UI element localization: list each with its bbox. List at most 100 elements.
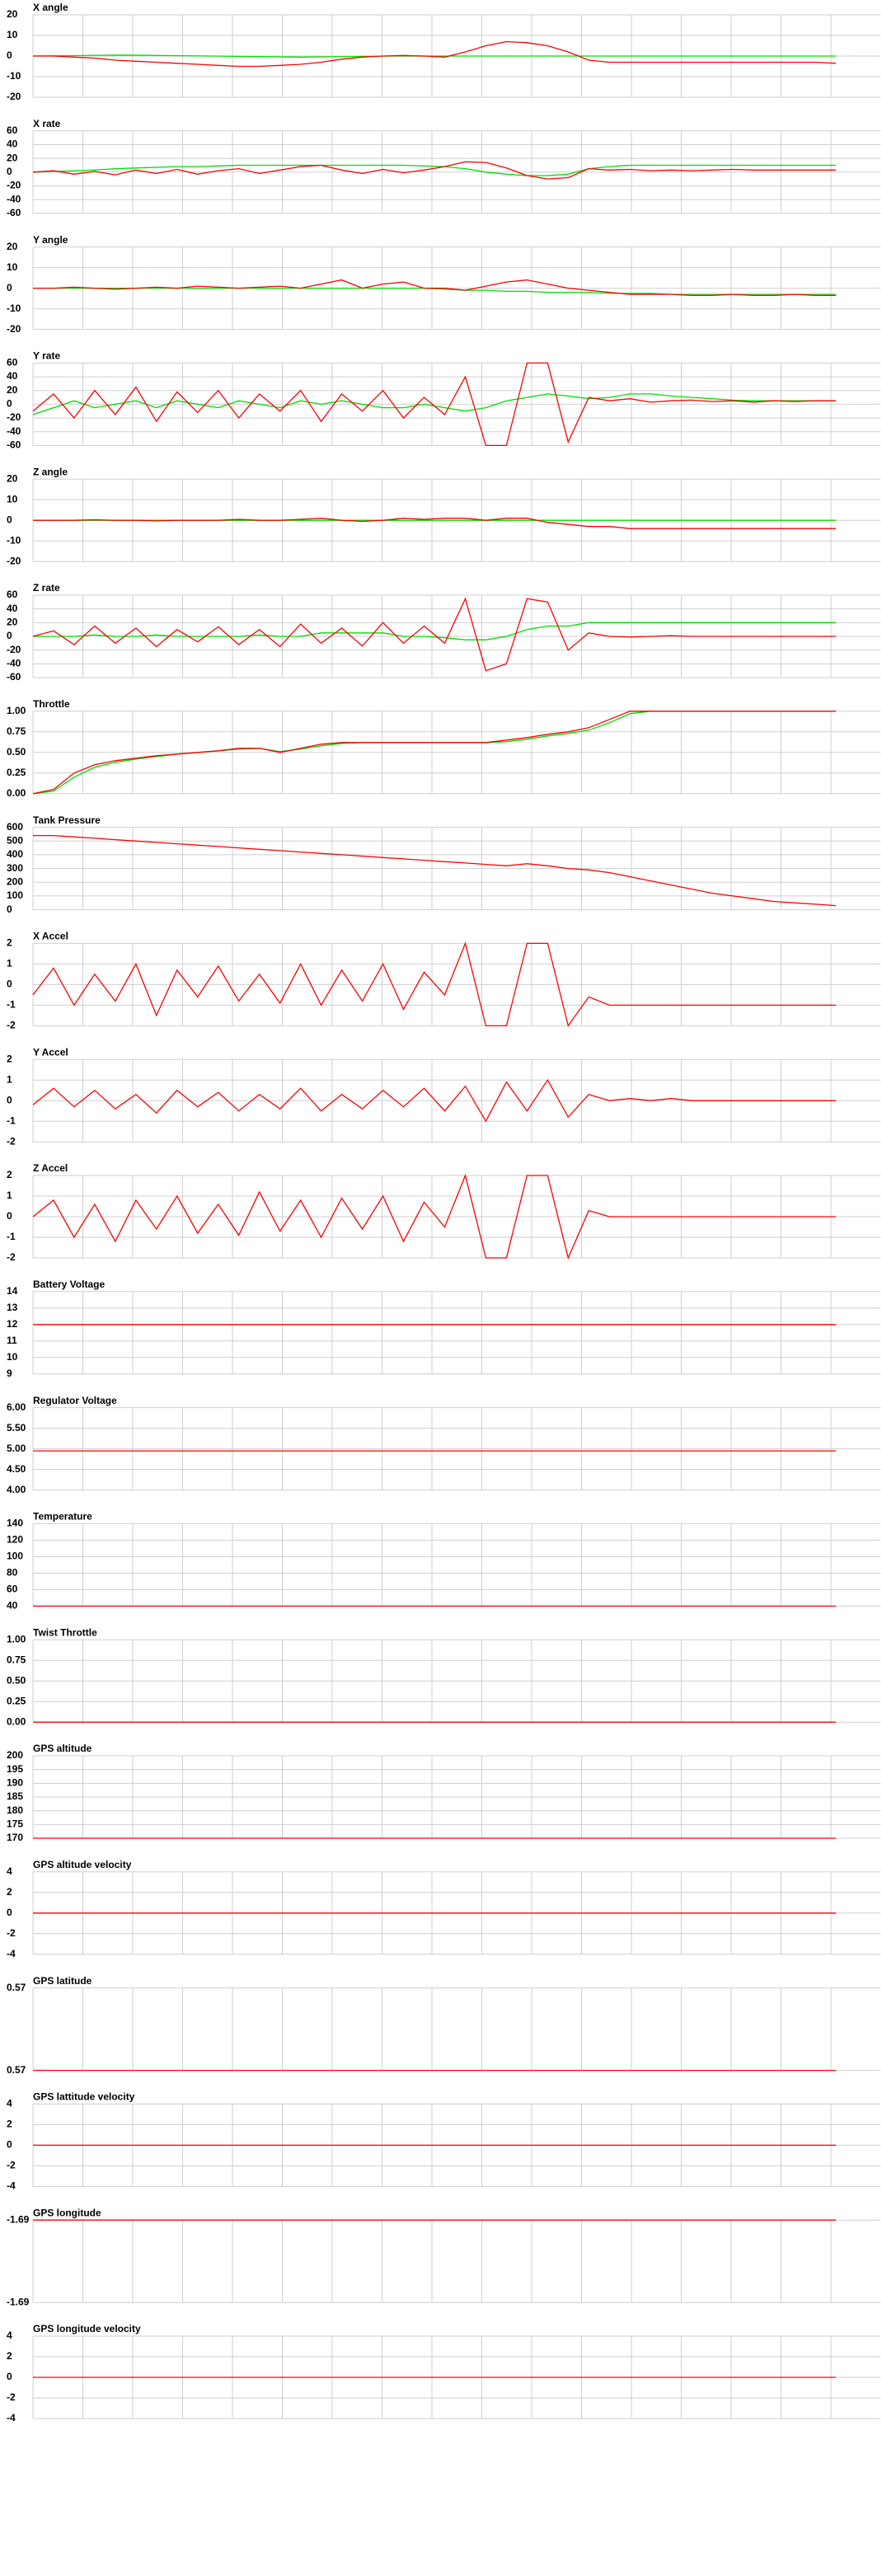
y-tick-label: 175	[7, 1818, 23, 1830]
y-tick-label: 400	[7, 848, 23, 860]
y-tick-label: 20	[7, 384, 18, 396]
y-tick-label: -60	[7, 671, 21, 683]
y-tick-label: 4.00	[7, 1484, 26, 1495]
y-tick-label: -1	[7, 999, 16, 1011]
chart-title: GPS altitude	[33, 1743, 92, 1754]
y-tick-label: 12	[7, 1318, 18, 1330]
y-tick-label: 13	[7, 1302, 18, 1313]
y-tick-label: 0	[7, 1210, 12, 1222]
y-tick-label: 6.00	[7, 1401, 26, 1413]
y-tick-label: 140	[7, 1518, 23, 1529]
chart-title: Temperature	[33, 1511, 92, 1523]
y-tick-label: 0	[7, 49, 12, 61]
y-tick-label: 0.00	[7, 1715, 26, 1727]
y-tick-label: -1	[7, 1231, 16, 1242]
chart-title: Y Accel	[33, 1046, 68, 1058]
y-tick-label: 20	[7, 152, 18, 163]
chart-title: Z rate	[33, 582, 60, 594]
chart-title: GPS longitude	[33, 2207, 101, 2218]
y-tick-label: 0.50	[7, 746, 26, 758]
chart-title: Y rate	[33, 350, 60, 362]
y-tick-label: -1.69	[7, 2213, 30, 2225]
y-tick-label: -40	[7, 658, 21, 669]
y-tick-label: -40	[7, 425, 21, 437]
y-tick-label: 40	[7, 603, 18, 614]
series-line	[32, 941, 836, 1027]
y-tick-label: 120	[7, 1534, 23, 1546]
y-tick-label: -4	[7, 2180, 16, 2192]
y-tick-label: 4	[7, 2330, 12, 2341]
y-tick-label: 2	[7, 2350, 12, 2362]
y-tick-label: 10	[7, 29, 18, 40]
y-tick-label: 500	[7, 834, 23, 846]
y-tick-label: 2	[7, 937, 12, 949]
chart-title: X Accel	[33, 931, 68, 942]
series-line	[33, 622, 836, 640]
series-line	[32, 711, 836, 795]
series-line	[33, 40, 837, 68]
y-tick-label: 0	[7, 1907, 12, 1918]
y-tick-label: 100	[7, 889, 23, 901]
chart-title: Z Accel	[33, 1162, 68, 1174]
y-tick-label: 170	[7, 1832, 23, 1843]
y-tick-label: 20	[7, 241, 18, 252]
y-tick-label: 20	[7, 8, 18, 20]
y-tick-label: 195	[7, 1763, 23, 1775]
chart-title: X rate	[33, 118, 61, 129]
y-tick-label: 0	[7, 978, 12, 990]
y-tick-label: 0	[7, 2371, 12, 2382]
y-tick-label: -20	[7, 323, 21, 335]
series-line	[32, 161, 836, 180]
series-line	[32, 164, 836, 176]
y-tick-label: -1.69	[7, 2296, 30, 2307]
y-tick-label: 0.75	[7, 1654, 26, 1665]
y-tick-label: -10	[7, 70, 21, 82]
series-line	[33, 287, 836, 295]
y-tick-label: 5.00	[7, 1443, 26, 1454]
y-tick-label: 2	[7, 1053, 12, 1064]
y-tick-label: 100	[7, 1551, 23, 1562]
y-tick-label: 0.25	[7, 767, 26, 778]
y-tick-label: 2	[7, 1886, 12, 1898]
y-tick-label: 4	[7, 1865, 12, 1877]
y-tick-label: -40	[7, 193, 21, 204]
y-tick-label: 200	[7, 875, 23, 887]
y-tick-label: 190	[7, 1777, 23, 1789]
y-tick-label: 300	[7, 862, 23, 874]
y-tick-label: 10	[7, 261, 18, 273]
chart-title: Y angle	[33, 234, 68, 246]
y-tick-label: 11	[7, 1335, 17, 1346]
y-tick-label: -20	[7, 91, 21, 102]
y-tick-label: -1	[7, 1114, 16, 1126]
y-tick-label: 1.00	[7, 1633, 26, 1645]
chart-title: GPS latitude	[33, 1975, 92, 1987]
y-tick-label: 10	[7, 1351, 18, 1363]
y-tick-label: 14	[7, 1285, 18, 1297]
y-tick-label: 10	[7, 493, 18, 504]
y-tick-label: 0.57	[7, 2064, 26, 2076]
y-tick-label: -10	[7, 303, 21, 314]
y-tick-label: -2	[7, 2391, 16, 2403]
y-tick-label: -20	[7, 411, 21, 423]
y-tick-label: -2	[7, 1135, 16, 1147]
chart-title: Battery Voltage	[33, 1279, 105, 1290]
y-tick-label: 0	[7, 166, 12, 177]
y-tick-label: 0	[7, 1094, 12, 1105]
y-tick-label: 60	[7, 357, 18, 368]
y-tick-label: -20	[7, 555, 21, 566]
y-tick-label: 0.25	[7, 1695, 26, 1706]
y-tick-label: 0	[7, 282, 12, 293]
y-tick-label: 80	[7, 1567, 18, 1579]
y-tick-label: 0	[7, 630, 12, 641]
y-tick-label: 1	[7, 1189, 12, 1201]
y-tick-label: 2	[7, 1169, 12, 1180]
chart-title: Regulator Voltage	[33, 1395, 117, 1406]
y-tick-label: -60	[7, 439, 21, 451]
y-tick-label: 0.57	[7, 1982, 26, 1993]
series-line	[33, 518, 836, 529]
y-tick-label: -10	[7, 534, 21, 546]
y-tick-label: -2	[7, 1020, 16, 1031]
series-line	[33, 279, 836, 297]
y-tick-label: -20	[7, 180, 21, 191]
